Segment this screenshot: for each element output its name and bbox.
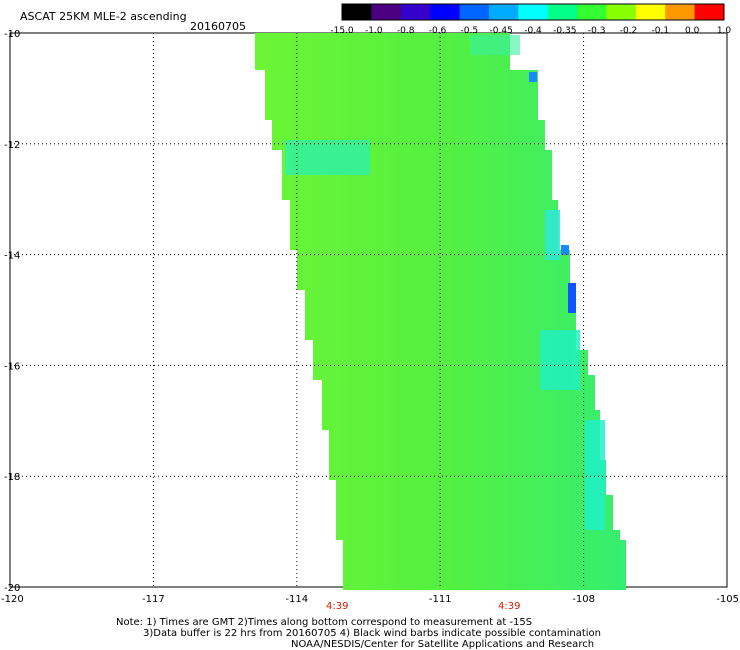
colorbar-label: 0.0 xyxy=(685,26,700,36)
latitude-label: -18 xyxy=(4,472,20,483)
latitude-label: -14 xyxy=(4,251,20,262)
colorbar-segment xyxy=(488,4,519,20)
swath-blue-patch xyxy=(561,245,569,255)
colorbar-label: -1.0 xyxy=(365,26,383,36)
colorbar-label: 1.0 xyxy=(717,26,732,36)
colorbar-segment xyxy=(665,4,696,20)
time-label: 4:39 xyxy=(498,601,520,612)
colorbar-segment xyxy=(635,4,666,20)
colorbar-segment xyxy=(459,4,490,20)
swath-cyan-patch xyxy=(285,140,370,175)
swath-cyan-patch xyxy=(470,35,520,55)
colorbar-frame xyxy=(341,3,725,21)
latitude-label: -10 xyxy=(4,29,20,40)
colorbar-segment xyxy=(518,4,549,20)
colorbar-label: -15.0 xyxy=(330,26,354,36)
map-title: ASCAT 25KM MLE-2 ascending xyxy=(20,10,187,23)
note-line-2: 3)Data buffer is 22 hrs from 20160705 4)… xyxy=(143,628,601,639)
swath-blue-patch xyxy=(568,283,576,313)
latitude-label: -16 xyxy=(4,361,20,372)
colorbar-label: -0.6 xyxy=(429,26,447,36)
colorbar-segment xyxy=(342,4,372,20)
colorbar-segment xyxy=(694,4,725,20)
colorbar-label: -0.5 xyxy=(461,26,479,36)
colorbar-label: -0.4 xyxy=(524,26,542,36)
colorbar-label: -0.1 xyxy=(652,26,670,36)
longitude-label: -105 xyxy=(716,594,739,605)
colorbar-segment xyxy=(577,4,607,20)
satellite-swath xyxy=(255,33,626,590)
map-grid xyxy=(10,33,727,587)
latitude-labels: -10 -12 -14 -16 -18 -20 xyxy=(4,29,20,594)
swath-cyan-patch xyxy=(545,210,560,260)
longitude-label: -117 xyxy=(142,594,165,605)
swath-blue-patch xyxy=(529,72,537,82)
colorbar: -15.0 -1.0 -0.8 -0.6 -0.5 -0.45 -0.4 -0.35 -0.3 -… xyxy=(330,3,732,36)
colorbar-label: -0.2 xyxy=(620,26,638,36)
colorbar-segment xyxy=(400,4,431,20)
note-line-1: Note: 1) Times are GMT 2)Times along bot… xyxy=(116,617,532,628)
colorbar-label: -0.3 xyxy=(588,26,606,36)
longitude-labels: -120 -117 -114 -111 -108 -105 xyxy=(1,594,739,605)
colorbar-label: -0.8 xyxy=(397,26,415,36)
longitude-label: -108 xyxy=(572,594,595,605)
map-date: 20160705 xyxy=(190,20,246,33)
colorbar-label: -0.35 xyxy=(553,26,576,36)
swath-cyan-patch xyxy=(540,330,580,390)
colorbar-segment xyxy=(430,4,461,20)
time-label: 4:39 xyxy=(326,601,348,612)
note-line-3: NOAA/NESDIS/Center for Satellite Applica… xyxy=(291,639,594,650)
longitude-label: -111 xyxy=(429,594,452,605)
colorbar-segment xyxy=(371,4,402,20)
longitude-label: -120 xyxy=(1,594,24,605)
colorbar-label: -0.45 xyxy=(490,26,513,36)
latitude-label: -20 xyxy=(4,583,20,594)
latitude-label: -12 xyxy=(4,140,20,151)
longitude-label: -114 xyxy=(285,594,308,605)
colorbar-segment xyxy=(547,4,578,20)
colorbar-segment xyxy=(606,4,637,20)
swath-cyan-patch xyxy=(585,420,605,530)
